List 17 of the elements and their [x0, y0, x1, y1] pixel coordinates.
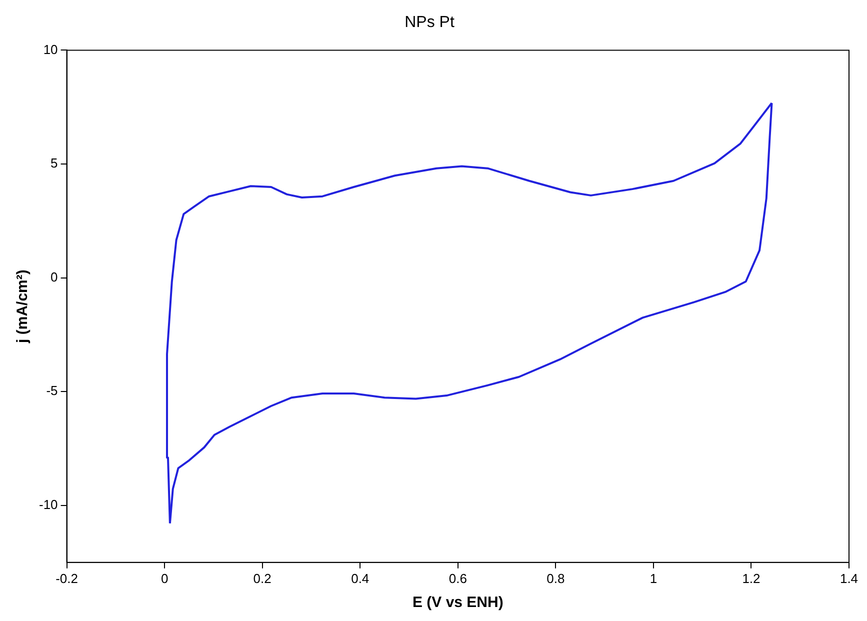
- chart-title: NPs Pt: [404, 14, 455, 32]
- x-tick-label: 0.2: [253, 570, 272, 586]
- y-tick-label: -5: [46, 383, 58, 398]
- y-tick-label: 0: [50, 269, 58, 284]
- y-tick-label: 5: [50, 156, 58, 171]
- y-tick-label: 10: [43, 42, 58, 57]
- x-tick-label: 1.4: [840, 570, 858, 586]
- y-tick-label: -10: [38, 497, 58, 512]
- x-tick-label: 0.8: [546, 570, 565, 586]
- x-tick-label: 1.2: [742, 570, 760, 586]
- x-tick-label: 0.4: [351, 570, 370, 586]
- x-axis-title: E (V vs ENH): [412, 594, 504, 612]
- x-tick-label: 0: [160, 570, 168, 586]
- x-tick-label: -0.2: [56, 570, 78, 586]
- y-axis-title: j (mA/cm²): [14, 270, 32, 344]
- x-tick-label: 0.6: [448, 570, 467, 586]
- x-tick-label: 1: [650, 570, 658, 586]
